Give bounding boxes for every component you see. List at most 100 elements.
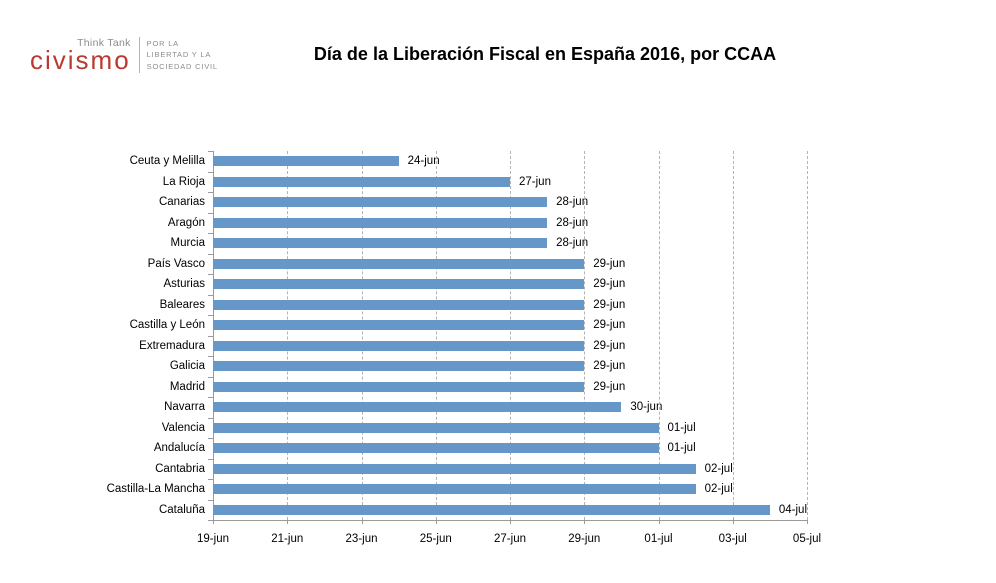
logo-left-block: Think Tank civismo: [30, 37, 139, 73]
bar: [213, 504, 770, 515]
category-label: Cataluña: [158, 503, 205, 516]
category-label: Madrid: [169, 380, 205, 393]
bar-value-label: 27-jun: [519, 175, 551, 188]
x-axis-tick: [658, 520, 660, 524]
bar-value-label: 29-jun: [593, 360, 626, 372]
category-label: Asturias: [163, 278, 205, 290]
category-label: Valencia: [161, 421, 205, 434]
bar: [213, 197, 548, 208]
y-axis-tick: [208, 335, 213, 337]
bar: [213, 422, 659, 433]
bar-value-label: 24-jun: [407, 155, 440, 167]
bar-value-label: 29-jun: [593, 257, 626, 270]
x-axis-tick: [361, 520, 363, 524]
x-axis-tick-label: 19-jun: [197, 533, 229, 545]
bar-value-label: 29-jun: [593, 380, 626, 393]
gridline: [658, 151, 660, 520]
bar-value-label: 01-jul: [667, 442, 696, 454]
y-axis-tick: [208, 438, 213, 439]
x-axis-tick-label: 27-jun: [494, 533, 526, 545]
bar: [213, 340, 585, 351]
category-label: Galicia: [169, 360, 205, 372]
x-axis-tick-label: 29-jun: [568, 533, 601, 545]
bar: [213, 463, 696, 474]
category-label: País Vasco: [147, 257, 205, 270]
y-axis-tick: [208, 417, 213, 419]
y-axis-tick: [208, 192, 213, 193]
bar: [213, 238, 548, 249]
category-label: Castilla-La Mancha: [106, 483, 205, 495]
gridline: [435, 151, 437, 520]
logo-tagline: POR LA LIBERTAD Y LA SOCIEDAD CIVIL: [140, 38, 218, 73]
x-axis-tick: [287, 520, 289, 524]
x-axis-tick-label: 01-jul: [644, 533, 673, 545]
x-axis-tick: [213, 520, 214, 524]
y-axis-tick: [208, 356, 213, 357]
bar: [213, 320, 585, 331]
y-axis-tick: [208, 397, 213, 398]
bar-value-label: 28-jun: [556, 196, 589, 208]
bar: [213, 258, 585, 269]
category-label: Canarias: [158, 196, 205, 208]
bar-value-label: 29-jun: [593, 278, 626, 290]
category-label: Murcia: [170, 237, 205, 249]
y-axis-tick: [208, 458, 213, 460]
category-label: Extremadura: [139, 339, 205, 352]
bar-value-label: 28-jun: [556, 216, 589, 229]
x-axis-tick-label: 05-jul: [792, 533, 822, 545]
x-axis-tick: [732, 520, 734, 524]
category-label: Navarra: [164, 401, 205, 413]
y-axis-tick: [208, 315, 213, 316]
y-axis-tick: [208, 233, 213, 234]
plot-area: [213, 151, 808, 520]
logo-think-tank-label: Think Tank: [77, 37, 131, 49]
y-axis-tick: [208, 212, 213, 214]
bar-value-label: 28-jun: [556, 237, 589, 249]
bar: [213, 361, 585, 372]
gridline: [807, 151, 808, 520]
gridline: [361, 151, 363, 520]
category-label: Baleares: [159, 298, 205, 311]
bar: [213, 176, 510, 187]
x-axis-tick: [510, 520, 511, 524]
logo-brand-wordmark: civismo: [30, 45, 131, 75]
category-label: Andalucía: [153, 442, 205, 454]
gridline: [510, 151, 511, 520]
category-label: Aragón: [167, 216, 205, 229]
logo-tagline-line-1: POR LA: [146, 38, 179, 48]
bar: [213, 402, 622, 413]
category-label: Castilla y León: [129, 319, 205, 331]
gridline: [287, 151, 289, 520]
logo-tagline-line-2: LIBERTAD Y LA: [146, 50, 212, 60]
y-axis-tick: [208, 171, 213, 173]
bar: [213, 217, 548, 228]
logo-tagline-line-3: SOCIEDAD CIVIL: [146, 61, 218, 71]
y-axis-line: [213, 151, 214, 520]
x-axis-tick: [435, 520, 437, 524]
chart-title: Día de la Liberación Fiscal en España 20…: [313, 44, 777, 64]
gridline: [584, 151, 586, 520]
bar: [213, 156, 399, 167]
bar-value-label: 02-jul: [704, 462, 733, 475]
y-axis-tick: [208, 520, 213, 521]
x-axis-tick-label: 03-jul: [718, 533, 747, 545]
category-label: La Rioja: [162, 175, 205, 188]
bar-value-label: 29-jun: [593, 298, 626, 311]
bar-value-label: 02-jul: [704, 483, 733, 495]
x-axis-tick: [807, 520, 808, 524]
bar-value-label: 29-jun: [593, 319, 626, 331]
category-label: Cantabria: [155, 462, 205, 475]
y-axis-tick: [208, 274, 213, 275]
x-axis-tick-label: 25-jun: [419, 533, 452, 545]
y-axis-tick: [208, 294, 213, 296]
x-axis-tick-label: 21-jun: [271, 533, 304, 545]
y-axis-tick: [208, 376, 213, 378]
bar-value-label: 30-jun: [630, 401, 663, 413]
bar: [213, 299, 585, 310]
civismo-logo: Think Tank civismo POR LA LIBERTAD Y LA …: [30, 37, 218, 73]
y-axis-tick: [208, 499, 213, 501]
bar: [213, 279, 585, 290]
category-label: Ceuta y Melilla: [129, 155, 205, 167]
x-axis-tick-label: 23-jun: [345, 533, 378, 545]
